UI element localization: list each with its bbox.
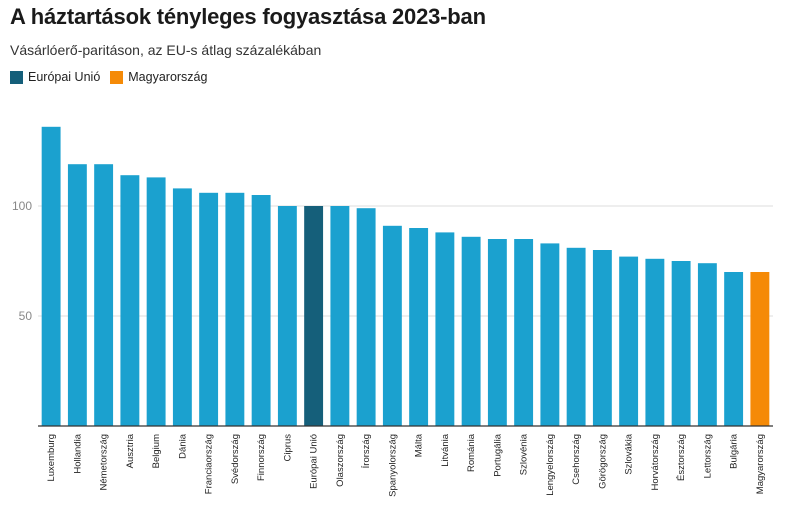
legend-swatch-eu [10,70,23,84]
bar-16 [461,236,481,426]
legend-label-hungary: Magyarország [128,70,208,84]
bar-21 [592,250,612,426]
category-label-24: Észtország [676,434,687,481]
bar-15 [435,232,455,426]
bar-10 [304,206,324,426]
category-label-23: Horvátország [650,434,661,491]
category-label-12: Írország [361,434,372,468]
category-label-25: Lettország [702,434,713,478]
bar-2 [94,164,114,426]
bar-0 [41,126,61,427]
category-label-1: Hollandia [72,433,83,473]
category-label-4: Belgium [151,434,162,468]
legend: Európai Unió Magyarország [10,70,217,84]
bar-8 [251,195,271,426]
category-label-9: Ciprus [282,434,293,462]
category-label-20: Csehország [571,434,582,485]
legend-item-eu: Európai Unió [10,70,100,84]
category-label-22: Szlovákia [624,433,635,474]
bar-23 [645,258,665,426]
bar-25 [697,263,717,426]
bar-22 [619,256,639,426]
legend-item-hungary: Magyarország [110,70,207,84]
category-label-13: Spanyolország [387,434,398,497]
category-label-15: Litvánia [440,433,451,466]
category-label-10: Európai Unió [309,434,320,489]
bar-7 [225,192,245,426]
y-tick-label-50: 50 [19,309,33,323]
bar-11 [330,206,350,426]
chart-title: A háztartások tényleges fogyasztása 2023… [10,4,486,29]
bar-27 [750,272,770,426]
legend-label-eu: Európai Unió [28,70,101,84]
bar-9 [277,206,297,426]
bar-5 [172,188,192,426]
category-label-16: Románia [466,433,477,472]
category-label-21: Görögország [597,434,608,489]
category-label-5: Dánia [177,433,188,459]
bar-19 [540,243,560,426]
bar-4 [146,177,166,426]
bar-3 [120,175,140,426]
category-label-26: Bulgária [729,433,740,469]
category-label-17: Portugália [492,433,503,476]
category-label-2: Németország [99,434,110,491]
category-label-18: Szlovénia [519,433,530,475]
category-label-14: Málta [414,433,425,457]
category-label-11: Olaszország [335,434,346,487]
bar-14 [409,228,429,426]
bar-18 [514,239,534,426]
legend-swatch-hungary [110,70,124,84]
category-label-3: Ausztria [125,433,136,468]
chart-subtitle: Vásárlóerő-paritáson, az EU-s átlag száz… [10,42,322,58]
category-label-0: Luxemburg [46,434,57,482]
bar-12 [356,208,376,426]
category-label-7: Svédország [230,434,241,484]
bar-17 [487,239,507,426]
category-label-8: Finnország [256,434,267,481]
bar-24 [671,261,691,426]
bar-20 [566,247,586,426]
category-label-27: Magyarország [755,434,766,494]
category-label-6: Franciaország [204,434,215,494]
category-label-19: Lengyelország [545,434,556,496]
bar-6 [199,192,219,426]
bar-13 [382,225,402,426]
bar-1 [67,164,87,426]
y-tick-label-100: 100 [12,199,32,213]
bar-26 [724,272,744,426]
